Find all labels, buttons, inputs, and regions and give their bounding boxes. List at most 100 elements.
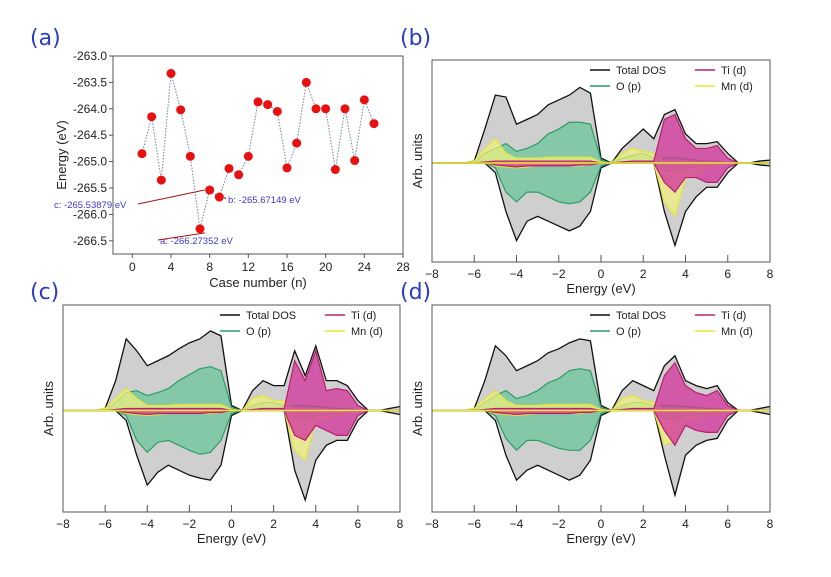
x-tick-label-c: 4 — [312, 517, 319, 531]
x-tick-label-d: 8 — [767, 517, 774, 531]
x-tick-label-b: 2 — [640, 267, 647, 281]
x-tick-label-a: 28 — [396, 260, 410, 274]
dos-fill-ti-d-down — [63, 410, 400, 441]
x-tick-label-d: −4 — [510, 517, 524, 531]
y-tick-label-a: -265.5 — [73, 181, 107, 195]
dos-fill-o-p-down — [63, 410, 400, 455]
dos-fill-ti-d-up — [63, 350, 400, 411]
legend-label: Ti (d) — [351, 310, 376, 322]
x-axis-label-b: Energy (eV) — [566, 281, 635, 296]
x-tick-label-a: 12 — [242, 260, 256, 274]
data-point — [224, 163, 234, 173]
legend-label: O (p) — [616, 326, 641, 338]
data-point — [369, 119, 379, 129]
x-tick-label-b: −6 — [467, 267, 481, 281]
legend-label: Ti (d) — [721, 310, 746, 322]
plot-c: −8 −6 −4 −2 0 2 4 6 8 Energy (eV) Arb. units Total … — [41, 304, 404, 546]
annotation-arrow — [223, 196, 227, 200]
dos-fill-mn-d-up — [63, 388, 400, 411]
x-tick-label-d: −8 — [425, 517, 439, 531]
y-tick-label-a: -265.0 — [73, 155, 107, 169]
dos-line-total-dosdown — [432, 409, 771, 498]
panel-label-b: (b) — [400, 26, 432, 51]
x-tick-label-d: −6 — [467, 517, 481, 531]
dos-fill-ti-d-down — [432, 163, 770, 193]
y-tick-label-a: -264.0 — [73, 102, 107, 116]
x-tick-label-b: 8 — [767, 267, 774, 281]
dos-line-total-dosdown — [432, 162, 771, 248]
x-tick-label-b: 0 — [598, 267, 605, 281]
x-tick-label-b: −2 — [552, 267, 566, 281]
dos-fill-o-p-down — [432, 163, 770, 204]
plot-a: 0 4 8 12 16 20 24 28 -263.0 -263.5 -264.0 -264.5 -26… — [54, 49, 410, 290]
x-tick-label-c: 0 — [228, 517, 235, 531]
data-point — [311, 104, 321, 114]
annotation-label: a: -266.27352 eV — [160, 236, 234, 247]
legend-label: Mn (d) — [721, 81, 753, 93]
x-tick-label-a: 4 — [168, 260, 175, 274]
data-point — [340, 104, 350, 114]
data-point — [234, 170, 244, 180]
plot-frame-a — [112, 55, 404, 255]
plot-d: −8 −6 −4 −2 0 2 4 6 8 Energy (eV) Arb. units Total … — [410, 304, 774, 546]
data-point — [214, 192, 224, 202]
legend-label: O (p) — [616, 81, 641, 93]
x-tick-label-d: 2 — [640, 517, 647, 531]
y-tick-label-a: -266.0 — [73, 207, 107, 221]
annotation-label: b: -265.67149 eV — [228, 195, 302, 206]
x-tick-label-b: 6 — [724, 267, 731, 281]
y-axis-label-a: Energy (eV) — [54, 120, 69, 189]
x-tick-label-b: −4 — [510, 267, 524, 281]
data-point — [301, 77, 311, 87]
annotation-arrow — [137, 189, 205, 205]
data-point — [253, 97, 263, 107]
dos-fill-o-p-up — [63, 366, 400, 411]
legend-label: Total DOS — [246, 310, 296, 322]
data-point — [292, 138, 302, 148]
data-point — [359, 95, 369, 105]
data-point — [156, 175, 166, 185]
data-point — [147, 112, 157, 122]
annotation-label: c: -265.53879 eV — [54, 200, 127, 211]
data-point — [330, 165, 340, 175]
dos-fill-ti-d-down — [432, 410, 770, 446]
dos-line-total-dosdown — [63, 409, 401, 503]
panel-label-a: (a) — [30, 26, 61, 51]
data-point — [205, 185, 215, 195]
dos-fill-o-p-up — [432, 122, 770, 163]
x-tick-label-b: −8 — [425, 267, 439, 281]
x-tick-label-c: −8 — [56, 517, 70, 531]
y-tick-label-a: -264.5 — [73, 128, 107, 142]
data-point — [243, 151, 253, 161]
x-tick-label-d: 0 — [598, 517, 605, 531]
plot-b: −8 −6 −4 −2 0 2 4 6 8 Energy (eV) Arb. units Total … — [410, 59, 774, 296]
x-tick-label-c: −4 — [140, 517, 154, 531]
x-tick-label-c: 6 — [355, 517, 362, 531]
x-tick-label-d: 4 — [682, 517, 689, 531]
y-tick-label-a: -263.5 — [73, 75, 107, 89]
x-tick-label-d: 6 — [724, 517, 731, 531]
legend-label: Mn (d) — [721, 326, 753, 338]
x-tick-label-a: 16 — [280, 260, 294, 274]
data-point — [185, 151, 195, 161]
legend-label: Ti (d) — [721, 65, 746, 77]
data-point — [263, 100, 273, 110]
x-tick-label-a: 0 — [129, 260, 136, 274]
data-point — [350, 156, 360, 166]
dos-fill-ti-d-up — [432, 362, 770, 411]
panel-label-d: (d) — [400, 280, 432, 305]
y-tick-label-a: -266.5 — [73, 234, 107, 248]
x-tick-label-a: 20 — [319, 260, 333, 274]
dos-fill-mn-d-up — [432, 138, 770, 163]
data-point — [321, 104, 331, 114]
legend-label: O (p) — [246, 326, 271, 338]
legend-label: Total DOS — [616, 65, 666, 77]
data-point — [137, 149, 147, 159]
x-axis-label-d: Energy (eV) — [566, 531, 635, 546]
x-axis-label-c: Energy (eV) — [197, 531, 266, 546]
x-tick-label-b: 4 — [682, 267, 689, 281]
annotation-arrow — [157, 232, 206, 241]
data-point — [176, 105, 186, 115]
dos-fill-o-p-up — [432, 368, 770, 411]
